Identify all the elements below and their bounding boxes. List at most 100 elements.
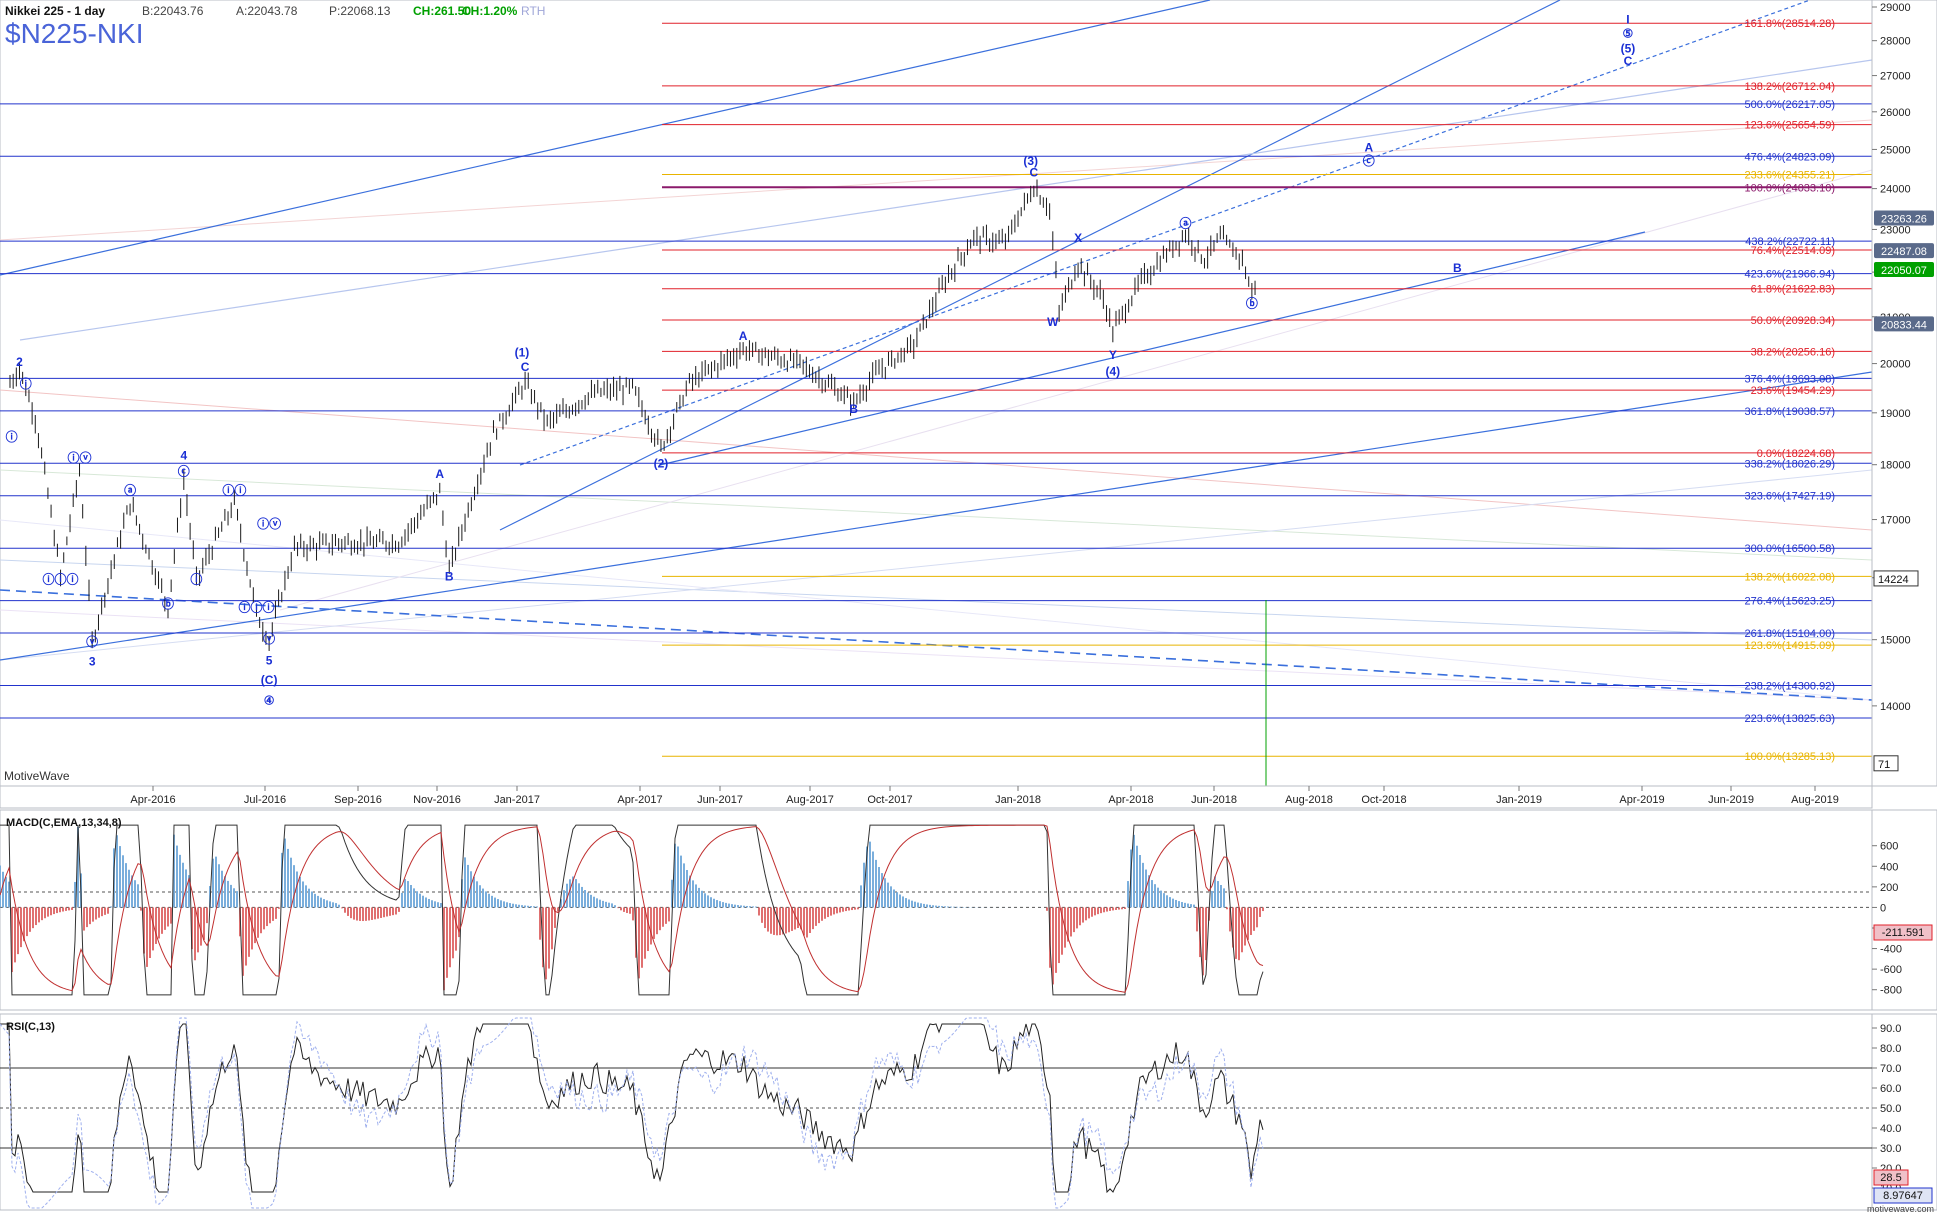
symbol-title: Nikkei 225 - 1 day [5,4,105,18]
fib-label: 323.6%(17427.19) [1744,491,1835,503]
x-tick-label: Jun-2019 [1708,794,1754,806]
wave-label: ⓘⓘ [222,482,246,497]
y-tick-label: 20000 [1880,359,1911,371]
ask-value: A:22043.78 [236,4,298,18]
side-marker-label: 71 [1878,759,1890,771]
y-tick-label: 26000 [1880,107,1911,119]
wave-label: B [445,570,454,584]
y-tick-label: 28000 [1880,36,1911,48]
time-axis[interactable]: Apr-2016 Jul-2016 Sep-2016 Nov-2016 Jan-2017… [0,785,1873,809]
faint-trendline [0,469,1873,661]
y-tick-label: 29000 [1880,2,1911,14]
wave-label: C [521,360,530,374]
macd-value-tag: -211.591 [1873,924,1933,941]
wave-label: ⓑ [1246,296,1258,311]
fib-label: 238.2%(14300.92) [1744,681,1835,693]
wave-label: ⓘ [6,429,18,444]
wave-label: ⓘⓘⓘ [238,599,274,614]
rsi-tick-label: 60.0 [1880,1083,1901,1095]
watermark: MotiveWave [4,769,70,783]
price-axis[interactable]: 1400015000160001700018000190002000021000… [1871,0,1937,787]
x-tick-label: Aug-2017 [786,794,834,806]
macd-tick-label: 400 [1880,861,1898,873]
fib-label: 123.6%(25654.59) [1744,120,1835,132]
macd-line [0,824,1264,996]
ticker-title: $N225-NKI [5,18,144,49]
change-value: CH:261.50 [413,4,471,18]
bid-value: B:22043.76 [142,4,204,18]
y-tick-label: 24000 [1880,184,1911,196]
wave-label: ⓘ [20,376,32,391]
price-tag [1874,316,1934,332]
x-tick-label: Jul-2016 [244,794,286,806]
rsi-tick-label: 40.0 [1880,1123,1901,1135]
wave-label: B [849,402,858,416]
fib-label: 376.4%(19693.08) [1744,373,1835,385]
price-series [9,179,1256,651]
fib-label: 276.4%(15623.25) [1744,596,1835,608]
rsi-tick-label: 70.0 [1880,1063,1901,1075]
fib-label: 261.8%(15104.00) [1744,628,1835,640]
wave-label: ⓒ [178,463,190,478]
price-tag [1874,261,1934,277]
x-tick-label: Apr-2018 [1108,794,1153,806]
x-tick-label: Nov-2016 [413,794,461,806]
price-tag-label: 23263.26 [1881,214,1927,226]
fibonacci-levels: 161.8%(28514.28) 138.2%(26712.04) 500.0%(2… [0,18,1872,763]
wave-label: C [1030,166,1039,180]
rsi-pane[interactable]: 90.080.070.060.050.040.030.020.010.0 RSI… [0,1013,1937,1214]
fib-label: 123.6%(14915.09) [1744,640,1835,652]
fib-label: 100.0%(13285.13) [1744,751,1835,763]
price-tag-label: 20833.44 [1881,319,1927,331]
rsi-value-tag: 28.5 [1873,1169,1909,1186]
wave-label: Y [1109,348,1117,362]
wave-label: 4 [180,448,187,462]
channel-line [499,0,1561,531]
y-tick-label: 23000 [1880,224,1911,236]
wave-label: (C) [261,673,278,687]
footer-brand: motivewave.com [1867,1204,1934,1214]
fib-label: 300.0%(16500.58) [1744,543,1835,555]
x-tick-label: Apr-2017 [617,794,662,806]
y-tick-label: 25000 [1880,144,1911,156]
price-tag-label: 22487.08 [1881,246,1927,258]
x-tick-label: Aug-2018 [1285,794,1333,806]
wave-label: ④ [264,694,275,708]
x-tick-label: Apr-2019 [1619,794,1664,806]
macd-tick-label: 600 [1880,841,1898,853]
y-tick-label: 19000 [1880,408,1911,420]
session-label: RTH [521,4,545,18]
y-tick-label: 27000 [1880,71,1911,83]
fib-label: 138.2%(26712.04) [1744,81,1835,93]
faint-trendline [0,519,1873,701]
fib-label: 23.6%(19454.29) [1751,385,1835,397]
fib-label: 38.2%(20256.16) [1751,346,1835,358]
fib-label: 233.6%(24355.21) [1744,170,1835,182]
price-tag [1874,210,1934,226]
y-tick-label: 15000 [1880,635,1911,647]
wave-label: X [1074,231,1082,245]
wave-label: ⓒ [1363,153,1375,168]
macd-title: MACD(C,EMA,13,34,8) [6,817,122,829]
price-pane[interactable]: 161.8%(28514.28) 138.2%(26712.04) 500.0%(2… [0,0,1873,787]
rsi-title: RSI(C,13) [6,1021,55,1033]
rsi-tick-label: 80.0 [1880,1043,1901,1055]
fib-label: 50.0%(20928.34) [1751,315,1835,327]
faint-trendline [0,469,1873,561]
channel-line [0,371,1873,661]
x-tick-label: Sep-2016 [334,794,382,806]
x-tick-label: Jan-2017 [494,794,540,806]
wave-label: A [435,467,444,481]
rsi-tick-label: 30.0 [1880,1143,1901,1155]
y-tick-label: 17000 [1880,515,1911,527]
fib-label: 338.2%(18026.29) [1744,458,1835,470]
wave-label: A [739,329,748,343]
wave-label: 2 [16,355,23,369]
rsi-tick-label: 90.0 [1880,1023,1901,1035]
fib-label: 476.4%(24823.09) [1744,151,1835,163]
faint-trendline [0,389,1873,531]
wave-label: ⓥ [86,634,98,649]
chart-header: Nikkei 225 - 1 day B:22043.76 A:22043.78… [4,4,545,783]
x-tick-label: Jun-2018 [1191,794,1237,806]
